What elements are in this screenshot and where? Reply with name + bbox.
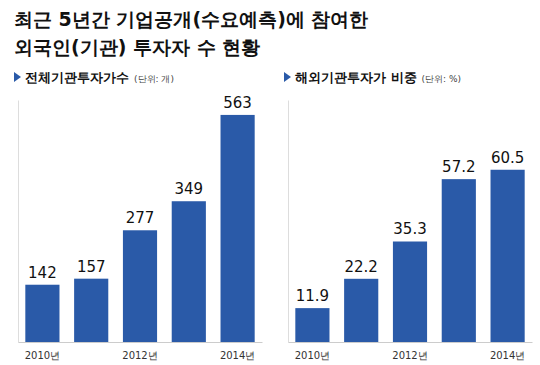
- bar: [25, 285, 59, 342]
- panel: 해외기관투자가 비중 (단위: %) 11.9 22.2 35.3 57.2 60.5 201…: [284, 70, 533, 361]
- data-label: 11.9: [296, 287, 329, 305]
- x-tick: 2010년: [295, 350, 330, 361]
- title: 외국인(기관) 투자자 수 현황: [14, 36, 260, 58]
- data-label: 35.3: [393, 220, 426, 238]
- x-tick: 2014년: [490, 350, 525, 361]
- panel-title-text: 해외기관투자가 비중: [295, 70, 417, 85]
- bars: [25, 115, 254, 342]
- data-label: 563: [223, 94, 252, 112]
- data-label: 57.2: [442, 158, 475, 176]
- panel-subtitle: (단위: %): [422, 74, 461, 84]
- data-label: 60.5: [491, 149, 524, 167]
- data-label: 277: [126, 209, 155, 227]
- x-tick-label: 2012년: [122, 350, 157, 361]
- bar: [393, 241, 427, 342]
- data-labels: 11.9 22.2 35.3 57.2 60.5: [296, 149, 525, 305]
- panel-title: 전체기관투자가수 (단위: 개): [25, 70, 174, 85]
- data-label: 157: [77, 258, 106, 276]
- bar: [295, 308, 329, 342]
- bullet: [284, 72, 291, 82]
- x-axis-line: [19, 342, 263, 343]
- bar: [221, 115, 255, 342]
- bar: [123, 230, 157, 342]
- y-axis-line: [18, 101, 19, 343]
- y-axis: [18, 101, 19, 343]
- x-tick: 2010년: [25, 350, 60, 361]
- bullet: [14, 72, 21, 82]
- data-label: 142: [28, 264, 57, 282]
- x-axis: 2010년 2012년 2014년: [19, 343, 263, 362]
- bar: [491, 170, 525, 342]
- panel-title: 해외기관투자가 비중 (단위: %): [295, 70, 461, 85]
- x-tick-label: 2012년: [392, 350, 427, 361]
- x-axis-line: [289, 342, 533, 343]
- data-labels: 142 157 277 349 563: [28, 94, 252, 282]
- x-tick-label: 2010년: [25, 350, 60, 361]
- x-tick: 2012년: [122, 350, 157, 361]
- x-tick-label: 2010년: [295, 350, 330, 361]
- panel-subtitle: (단위: 개): [134, 74, 174, 84]
- panel: 전체기관투자가수 (단위: 개) 142 157 277 349 563 2010년 2012년…: [14, 70, 263, 361]
- data-label: 349: [174, 180, 203, 198]
- bar: [172, 201, 206, 342]
- bar: [344, 279, 378, 342]
- x-tick-label: 2014년: [220, 350, 255, 361]
- y-axis: [288, 101, 289, 343]
- bar: [442, 179, 476, 342]
- x-tick-label: 2014년: [490, 350, 525, 361]
- bar: [74, 279, 108, 342]
- x-tick: 2012년: [392, 350, 427, 361]
- panel-title-text: 전체기관투자가수: [25, 70, 129, 85]
- y-axis-line: [288, 101, 289, 343]
- data-label: 22.2: [344, 258, 377, 276]
- chart-root: 최근 5년간 기업공개(수요예측)에 참여한외국인(기관) 투자자 수 현황전체…: [0, 0, 540, 365]
- x-tick: 2014년: [220, 350, 255, 361]
- x-axis: 2010년 2012년 2014년: [289, 343, 533, 362]
- bars: [295, 170, 524, 342]
- title: 최근 5년간 기업공개(수요예측)에 참여한: [14, 8, 368, 30]
